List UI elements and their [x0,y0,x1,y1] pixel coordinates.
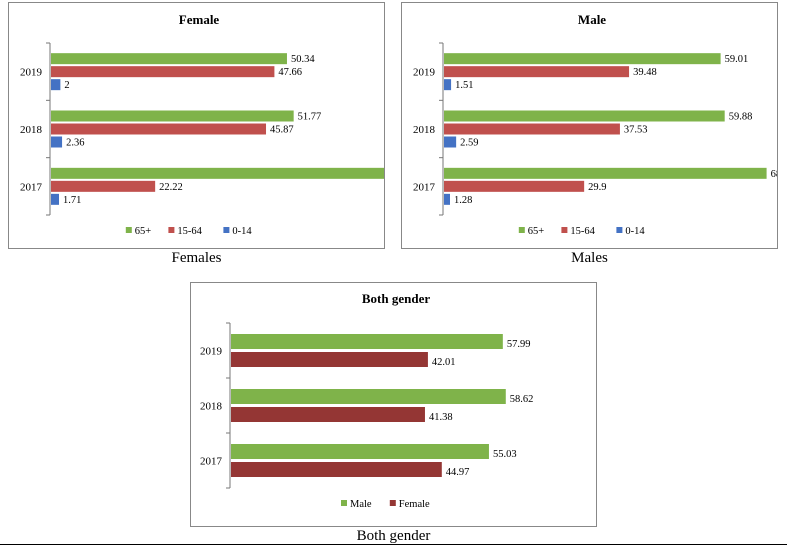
bar-65- [444,53,721,65]
legend-swatch [341,500,347,506]
data-label: 2.36 [66,138,84,149]
legend-swatch [389,500,396,506]
legend-swatch [518,227,525,233]
data-label: 1.51 [455,80,473,91]
category-label: 2018 [200,401,223,413]
bar-0-14 [444,193,450,205]
data-label: 44.97 [446,467,470,478]
chart-title: Both gender [362,291,430,306]
male-chart-panel: Male 2019 59.01 39.48 1.51 2018 59.88 37.53 2.59… [401,2,787,249]
category-label: 2019 [413,67,436,79]
category-label: 2017 [413,181,436,193]
female-chart-panel: Female 2019 50.34 47.66 2 2018 51.77 45.87 2.36 2… [8,2,435,249]
legend-swatch [223,227,230,233]
chart-title: Female [179,12,220,27]
bar-0-14 [444,79,452,91]
both-gender-chart: Both gender 2019 57.99 42.01 2018 58.62 41.38 2… [200,291,534,510]
chart-title: Male [578,12,606,27]
legend-swatch [125,227,132,233]
bar-male [231,334,503,349]
data-label: 68.82 [771,169,777,180]
bar-male [231,389,506,404]
data-label: 51.77 [298,112,322,123]
legend-label: Male [350,499,372,510]
bar-15-64 [51,180,156,192]
bar-0-14 [444,136,457,148]
male-chart: Male 2019 59.01 39.48 1.51 2018 59.88 37.53 2.59… [413,12,787,237]
data-label: 1.71 [63,195,81,206]
category-label: 2017 [200,456,223,468]
bar-15-64 [51,123,267,135]
category-label: 2019 [200,346,223,358]
page-rule [0,544,787,545]
legend-label: Female [399,499,430,510]
female-chart: Female 2019 50.34 47.66 2 2018 51.77 45.87 2.36 2… [20,12,435,237]
data-label: 1.28 [454,195,472,206]
category-label: 2018 [413,124,436,136]
both-gender-caption: Both gender [356,528,431,544]
data-label: 55.03 [493,449,517,460]
data-label: 29.9 [588,182,606,193]
data-label: 2.59 [460,138,478,149]
legend-swatch [616,227,623,233]
data-label: 42.01 [432,357,456,368]
data-label: 45.87 [270,125,294,136]
bar-15-64 [444,66,630,78]
legend-label: 0-14 [232,226,252,237]
legend-label: 0-14 [625,226,645,237]
data-label: 39.48 [633,67,657,78]
bar-female [231,407,425,422]
bar-65- [51,167,408,179]
bar-15-64 [51,66,275,78]
bar-female [231,352,428,367]
category-label: 2017 [20,181,43,193]
legend-label: 65+ [528,226,545,237]
data-label: 58.62 [510,394,534,405]
data-label: 2 [64,80,69,91]
data-label: 37.53 [624,125,648,136]
both-gender-chart-panel: Both gender 2019 57.99 42.01 2018 58.62 41.38 2… [190,282,597,527]
data-label: 59.01 [725,54,749,65]
bar-0-14 [51,193,60,205]
bar-male [231,444,489,459]
bar-0-14 [51,79,61,91]
legend-swatch [168,227,175,233]
data-label: 41.38 [429,412,453,423]
bar-15-64 [444,123,620,135]
category-label: 2018 [20,124,43,136]
legend-label: 65+ [135,226,152,237]
data-label: 50.34 [291,54,315,65]
data-label: 59.88 [729,112,753,123]
bar-65- [51,53,287,65]
data-label: 57.99 [507,339,531,350]
legend-label: 15-64 [570,226,595,237]
legend-label: 15-64 [177,226,202,237]
legend-swatch [561,227,568,233]
bar-female [231,462,442,477]
male-caption: Males [571,250,608,266]
female-caption: Females [171,250,222,266]
data-label: 22.22 [159,182,183,193]
bar-0-14 [51,136,63,148]
category-label: 2019 [20,67,43,79]
bar-65- [444,110,725,122]
bar-65- [444,167,767,179]
data-label: 47.66 [278,67,302,78]
bar-15-64 [444,180,585,192]
bar-65- [51,110,294,122]
